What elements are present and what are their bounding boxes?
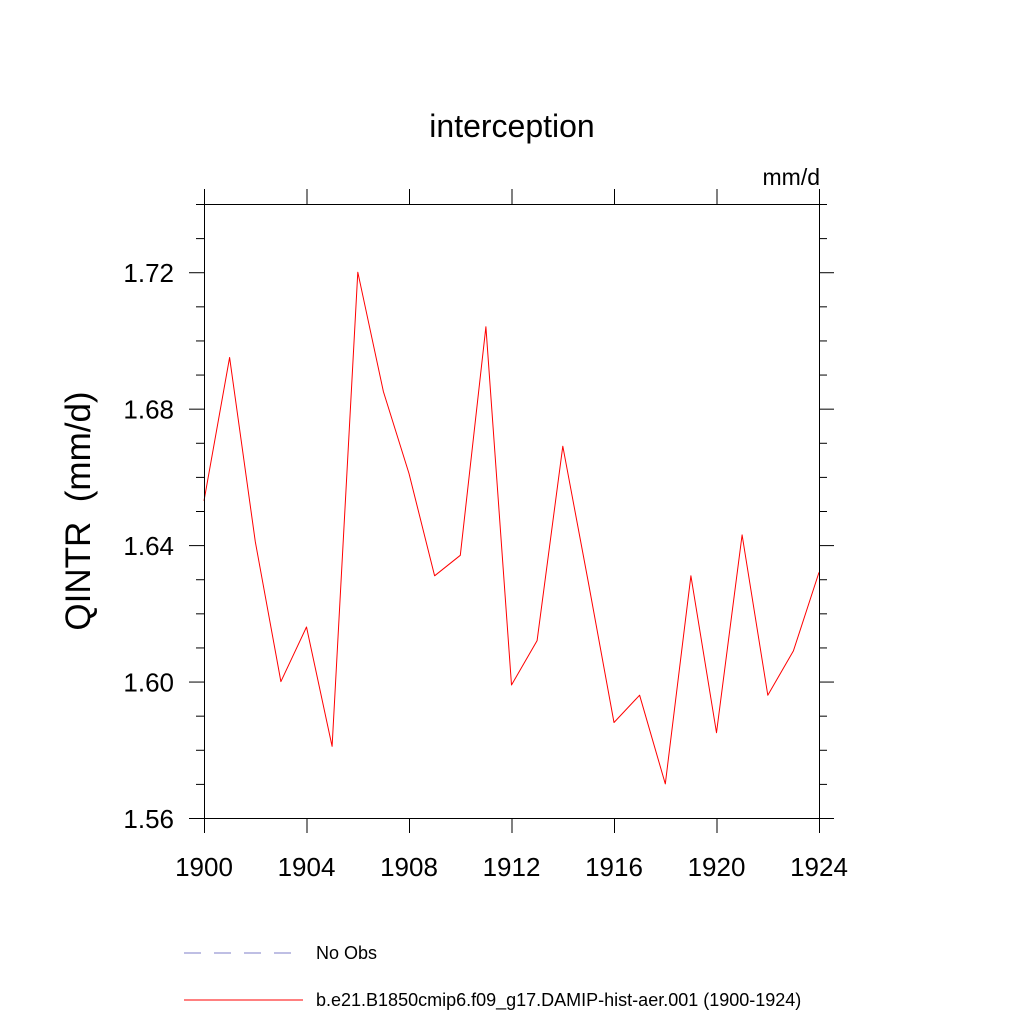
x-tick-label: 1900 xyxy=(175,852,233,882)
y-tick-label: 1.64 xyxy=(123,531,174,561)
x-tick-label: 1912 xyxy=(483,852,541,882)
x-tick-label: 1916 xyxy=(585,852,643,882)
plot-frame xyxy=(204,204,820,819)
y-tick-label: 1.68 xyxy=(123,395,174,425)
plot-series xyxy=(203,271,820,785)
y-tick-label: 1.56 xyxy=(123,804,174,834)
x-tick-label: 1924 xyxy=(790,852,848,882)
y-tick-label: 1.60 xyxy=(123,668,174,698)
y-tick-label: 1.72 xyxy=(123,258,174,288)
legend-label-model-run: b.e21.B1850cmip6.f09_g17.DAMIP-hist-aer.… xyxy=(316,990,801,1011)
x-tick-label: 1904 xyxy=(278,852,336,882)
y-axis-label: QINTR (mm/d) xyxy=(59,391,98,630)
series-line xyxy=(203,271,820,785)
axis-ticks xyxy=(189,189,834,833)
legend: No Obs b.e21.B1850cmip6.f09_g17.DAMIP-hi… xyxy=(184,943,801,1011)
x-tick-labels: 1900 1904 1908 1912 1916 1920 1924 xyxy=(175,852,848,882)
x-tick-label: 1920 xyxy=(688,852,746,882)
chart-title: interception xyxy=(429,108,594,144)
legend-label-no-obs: No Obs xyxy=(316,943,377,963)
y-tick-labels: 1.56 1.60 1.64 1.68 1.72 xyxy=(123,258,174,834)
units-label: mm/d xyxy=(763,164,821,190)
x-tick-label: 1908 xyxy=(380,852,438,882)
